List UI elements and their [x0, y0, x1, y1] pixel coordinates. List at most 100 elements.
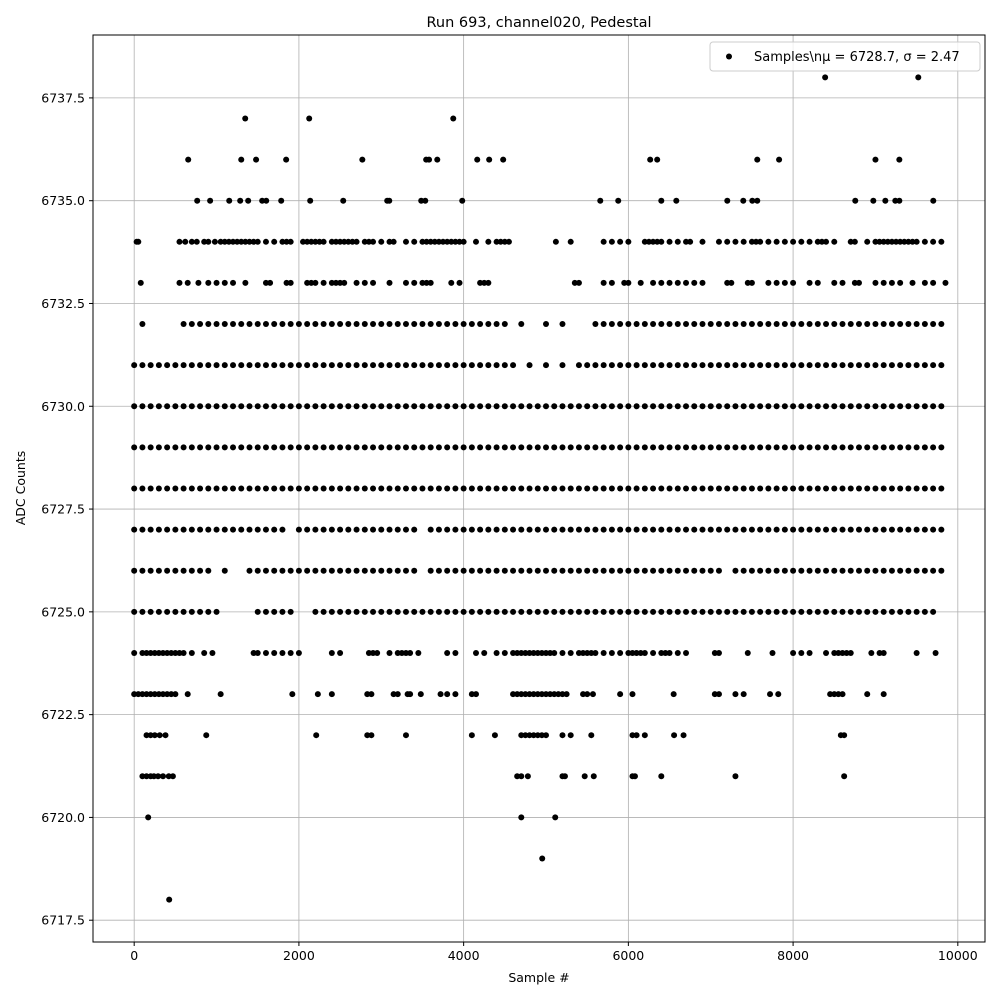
data-point	[905, 238, 912, 245]
data-point	[732, 567, 739, 574]
data-point	[530, 732, 537, 739]
data-point	[674, 649, 681, 656]
data-point	[757, 403, 764, 410]
data-point	[806, 526, 813, 533]
data-point	[592, 403, 599, 410]
data-point	[370, 321, 377, 328]
data-point	[543, 649, 550, 656]
data-point	[641, 485, 648, 492]
data-point	[254, 403, 261, 410]
data-point	[915, 74, 922, 81]
data-point	[600, 526, 607, 533]
data-point	[287, 608, 294, 615]
data-point	[880, 691, 887, 698]
data-point	[798, 526, 805, 533]
data-point	[510, 444, 517, 451]
data-point	[765, 444, 772, 451]
data-point	[320, 403, 327, 410]
y-tick-label: 6725.0	[41, 604, 85, 619]
data-point	[658, 403, 665, 410]
data-point	[715, 362, 722, 369]
data-point	[419, 485, 426, 492]
data-point	[608, 485, 615, 492]
data-point	[353, 567, 360, 574]
data-point	[312, 608, 319, 615]
data-point	[213, 362, 220, 369]
data-point	[855, 608, 862, 615]
data-point	[188, 238, 195, 245]
data-point	[781, 444, 788, 451]
data-point	[168, 649, 175, 656]
data-point	[930, 526, 937, 533]
data-point	[304, 485, 311, 492]
data-point	[304, 403, 311, 410]
y-axis: 6717.5 6720.0 6722.5 6725.0 6727.5 6730.0 6732…	[41, 90, 93, 928]
data-point	[205, 403, 212, 410]
data-point	[295, 526, 302, 533]
data-point	[213, 444, 220, 451]
data-point	[246, 403, 253, 410]
data-point	[402, 608, 409, 615]
data-point	[658, 567, 665, 574]
data-point	[345, 238, 352, 245]
data-point	[337, 526, 344, 533]
data-point	[139, 403, 146, 410]
data-point	[897, 567, 904, 574]
data-point	[888, 485, 895, 492]
data-point	[571, 279, 578, 286]
data-point	[740, 403, 747, 410]
data-point	[938, 526, 945, 533]
data-point	[921, 279, 928, 286]
data-point	[658, 649, 665, 656]
data-point	[147, 608, 154, 615]
data-point	[435, 403, 442, 410]
data-point	[398, 649, 405, 656]
data-point	[180, 444, 187, 451]
data-point	[543, 362, 550, 369]
data-point	[831, 526, 838, 533]
data-point	[518, 403, 525, 410]
data-point	[773, 444, 780, 451]
data-point	[427, 444, 434, 451]
data-point	[888, 362, 895, 369]
data-point	[238, 403, 245, 410]
data-point	[530, 691, 537, 698]
data-point	[773, 321, 780, 328]
data-point	[370, 444, 377, 451]
data-point	[435, 444, 442, 451]
data-point	[524, 773, 531, 780]
data-point	[650, 649, 657, 656]
data-point	[151, 691, 158, 698]
data-point	[427, 321, 434, 328]
data-point	[534, 608, 541, 615]
data-point	[237, 197, 244, 204]
data-point	[131, 649, 138, 656]
x-axis-label: Sample #	[508, 970, 569, 985]
data-point	[526, 608, 533, 615]
data-point	[658, 362, 665, 369]
data-point	[938, 444, 945, 451]
data-point	[543, 732, 550, 739]
data-point	[567, 526, 574, 533]
data-point	[641, 321, 648, 328]
data-point	[732, 321, 739, 328]
data-point	[304, 362, 311, 369]
data-point	[386, 362, 393, 369]
data-point	[238, 485, 245, 492]
data-point	[419, 279, 426, 286]
data-point	[617, 526, 624, 533]
data-point	[699, 279, 706, 286]
data-point	[855, 567, 862, 574]
data-point	[683, 279, 690, 286]
data-point	[370, 362, 377, 369]
data-point	[411, 321, 418, 328]
data-point	[213, 485, 220, 492]
data-point	[930, 362, 937, 369]
data-point	[221, 321, 228, 328]
data-point	[308, 238, 315, 245]
data-point	[197, 608, 204, 615]
data-point	[493, 444, 500, 451]
data-point	[670, 691, 677, 698]
data-point	[279, 526, 286, 533]
data-point	[501, 526, 508, 533]
